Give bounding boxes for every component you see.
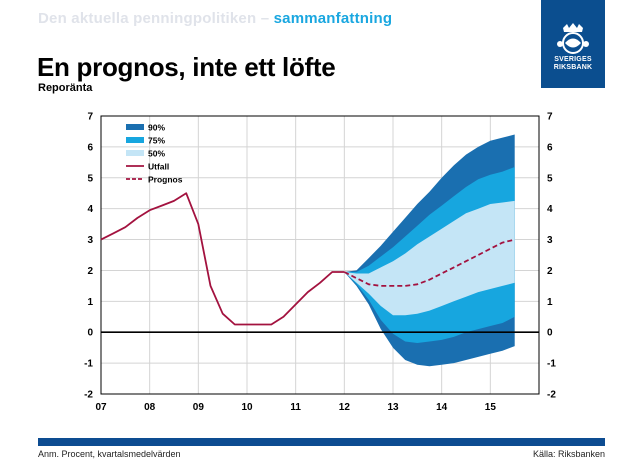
y-tick-label-right: 4 (547, 204, 553, 215)
y-tick-label-left: -2 (84, 390, 93, 401)
y-tick-label-left: 6 (87, 142, 93, 153)
chart-subtitle: Reporänta (38, 82, 93, 94)
section-header-blue: sammanfattning (273, 10, 393, 27)
y-tick-label-right: -1 (547, 359, 556, 370)
page-title: En prognos, inte ett löfte (37, 52, 336, 82)
x-tick-label: 11 (290, 402, 301, 413)
y-tick-label-right: 5 (547, 173, 553, 184)
legend-swatch-90pct (126, 124, 144, 130)
legend-label: Prognos (148, 175, 183, 185)
y-tick-label-left: 1 (87, 297, 93, 308)
legend-swatch-50pct (126, 150, 144, 156)
footer-bar (38, 438, 605, 446)
legend-label: 90% (148, 123, 165, 133)
section-header-gray: Den aktuella penningpolitiken – (38, 10, 274, 27)
y-tick-label-right: 2 (547, 266, 553, 277)
y-tick-label-left: 2 (87, 266, 93, 277)
footer-note: Anm. Procent, kvartalsmedelvärden (38, 449, 181, 459)
x-tick-label: 08 (144, 402, 156, 413)
y-tick-label-left: 3 (87, 235, 93, 246)
legend-label: 50% (148, 149, 165, 159)
y-tick-label-right: 0 (547, 328, 553, 339)
series-line-utfall (100, 192, 345, 326)
x-tick-label: 10 (241, 402, 253, 413)
y-tick-label-left: 0 (87, 328, 93, 339)
x-tick-label: 13 (387, 402, 399, 413)
crown-crest-icon (557, 23, 589, 54)
section-header: Den aktuella penningpolitiken – sammanfa… (38, 10, 392, 27)
legend-label: 75% (148, 136, 165, 146)
y-tick-label-left: -1 (84, 359, 93, 370)
y-tick-label-right: -2 (547, 390, 556, 401)
x-tick-label: 09 (193, 402, 205, 413)
y-tick-label-right: 7 (547, 112, 553, 123)
logo-text-line2: RIKSBANK (553, 64, 593, 71)
riksbank-logo: SVERIGES RIKSBANK (541, 0, 605, 88)
x-tick-label: 14 (436, 402, 448, 413)
x-tick-label: 12 (339, 402, 351, 413)
x-tick-label: 07 (95, 402, 107, 413)
y-tick-label-right: 1 (547, 297, 553, 308)
y-tick-label-left: 7 (87, 112, 93, 123)
band-50pct (344, 200, 515, 316)
series-line-prognos (343, 238, 515, 287)
y-tick-label-left: 5 (87, 173, 93, 184)
legend-label: Utfall (148, 162, 169, 172)
y-tick-label-right: 3 (547, 235, 553, 246)
y-tick-label-right: 6 (547, 142, 553, 153)
x-tick-label: 15 (485, 402, 497, 413)
legend-swatch-75pct (126, 137, 144, 143)
logo-text-line1: SVERIGES (554, 56, 592, 63)
footer-source: Källa: Riksbanken (532, 449, 605, 459)
plot-frame (100, 115, 540, 395)
y-tick-label-left: 4 (87, 204, 93, 215)
